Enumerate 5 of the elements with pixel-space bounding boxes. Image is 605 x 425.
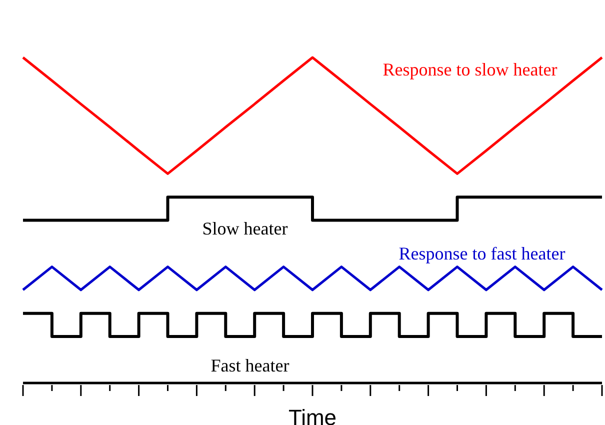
series-label: Response to slow heater [382,60,558,80]
series-label: Response to fast heater [398,244,566,264]
series-label: Slow heater [202,218,288,240]
x-axis-title: Time [288,405,337,425]
series-label: Fast heater [210,356,290,376]
